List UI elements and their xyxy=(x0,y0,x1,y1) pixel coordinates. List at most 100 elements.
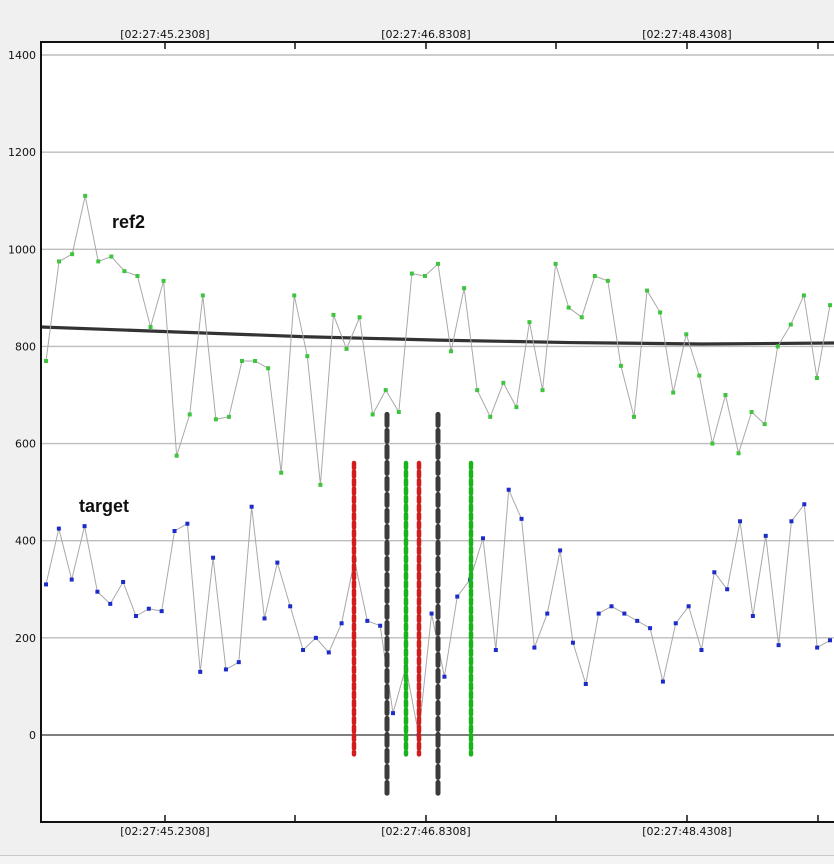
data-point-ref2 xyxy=(462,286,467,291)
data-point-target xyxy=(750,614,755,618)
data-point-ref2 xyxy=(122,269,127,274)
data-point-target xyxy=(429,611,434,616)
data-point-target xyxy=(44,582,48,587)
data-point-ref2 xyxy=(632,414,636,419)
data-point-target xyxy=(532,645,537,650)
data-point-ref2 xyxy=(187,412,192,417)
x-tick-label-bottom: [02:27:48.4308] xyxy=(642,825,731,838)
data-point-target xyxy=(789,519,794,524)
data-point-ref2 xyxy=(266,366,271,371)
data-point-target xyxy=(802,502,807,507)
series-label-ref2: ref2 xyxy=(112,212,145,232)
data-point-target xyxy=(776,643,781,648)
data-point-ref2 xyxy=(540,388,545,393)
data-point-target xyxy=(185,521,190,526)
data-point-ref2 xyxy=(723,393,728,397)
data-point-target xyxy=(673,621,678,626)
data-point-target xyxy=(313,635,318,640)
x-tick-label-top: [02:27:48.4308] xyxy=(642,28,731,41)
y-tick-label: 800 xyxy=(15,340,36,353)
data-point-target xyxy=(326,650,331,655)
data-point-ref2 xyxy=(605,278,610,283)
x-tick-label-bottom: [02:27:46.8308] xyxy=(381,825,470,838)
data-point-target xyxy=(686,604,691,609)
data-point-target xyxy=(583,682,588,686)
data-point-ref2 xyxy=(357,315,362,320)
data-point-ref2 xyxy=(396,410,401,414)
data-point-ref2 xyxy=(710,441,715,446)
data-point-target xyxy=(609,604,614,609)
data-point-ref2 xyxy=(801,293,806,298)
data-point-target xyxy=(301,648,306,652)
data-point-ref2 xyxy=(828,303,832,308)
series-label-target: target xyxy=(79,496,129,516)
data-point-ref2 xyxy=(135,274,140,278)
data-point-ref2 xyxy=(200,293,205,298)
data-point-target xyxy=(146,606,151,611)
data-point-ref2 xyxy=(645,288,650,293)
data-point-ref2 xyxy=(684,332,689,337)
y-axis-ticks: 0 200 400 600 800 1000 1200 1400 xyxy=(8,49,36,742)
data-point-target xyxy=(635,618,640,623)
trend-line-group xyxy=(40,325,834,346)
data-point-ref2 xyxy=(279,470,284,475)
data-point-ref2 xyxy=(788,322,793,327)
data-point-target xyxy=(493,648,498,652)
data-point-ref2 xyxy=(292,293,297,298)
data-point-ref2 xyxy=(762,422,767,427)
data-point-ref2 xyxy=(383,388,388,393)
data-point-ref2 xyxy=(240,359,244,363)
y-tick-label: 200 xyxy=(15,632,36,645)
y-tick-label: 400 xyxy=(15,535,36,548)
data-point-target xyxy=(378,623,383,628)
data-point-target xyxy=(56,526,61,531)
data-point-ref2 xyxy=(501,380,506,385)
data-point-ref2 xyxy=(436,261,440,266)
data-point-target xyxy=(738,519,743,524)
data-point-target xyxy=(69,577,74,582)
data-point-ref2 xyxy=(409,271,414,276)
y-tick-label: 1400 xyxy=(8,49,36,62)
data-point-ref2 xyxy=(370,412,375,417)
data-point-ref2 xyxy=(226,414,231,419)
data-point-target xyxy=(828,638,832,643)
data-point-ref2 xyxy=(305,354,310,359)
data-point-target xyxy=(622,611,627,616)
data-point-ref2 xyxy=(422,274,427,278)
data-point-target xyxy=(159,609,164,614)
y-tick-label: 0 xyxy=(29,729,36,742)
data-point-target xyxy=(223,667,228,672)
data-point-target xyxy=(198,669,203,674)
data-point-ref2 xyxy=(697,373,702,378)
data-point-target xyxy=(82,524,87,529)
y-tick-label: 1000 xyxy=(8,243,36,256)
data-point-ref2 xyxy=(253,359,258,363)
data-point-ref2 xyxy=(514,405,519,410)
data-point-ref2 xyxy=(449,349,454,354)
data-point-target xyxy=(712,570,717,575)
data-point-ref2 xyxy=(344,346,349,351)
data-point-target xyxy=(95,589,100,594)
data-point-target xyxy=(725,587,730,592)
data-point-target xyxy=(815,645,820,650)
data-point-target xyxy=(660,679,665,684)
x-tick-label-top: [02:27:45.2308] xyxy=(120,28,209,41)
data-point-target xyxy=(699,648,704,652)
y-tick-label: 1200 xyxy=(8,146,36,159)
data-point-target xyxy=(288,604,293,609)
data-point-target xyxy=(519,516,524,521)
data-point-ref2 xyxy=(618,363,623,368)
data-point-ref2 xyxy=(775,344,780,349)
data-point-ref2 xyxy=(148,325,153,329)
data-point-target xyxy=(455,594,460,599)
data-point-ref2 xyxy=(671,390,676,395)
data-point-ref2 xyxy=(736,451,741,456)
data-point-ref2 xyxy=(475,388,480,393)
data-point-target xyxy=(262,616,267,621)
data-point-target xyxy=(480,536,485,541)
data-point-ref2 xyxy=(174,453,179,458)
data-point-target xyxy=(545,611,550,616)
trend-line xyxy=(40,325,834,346)
